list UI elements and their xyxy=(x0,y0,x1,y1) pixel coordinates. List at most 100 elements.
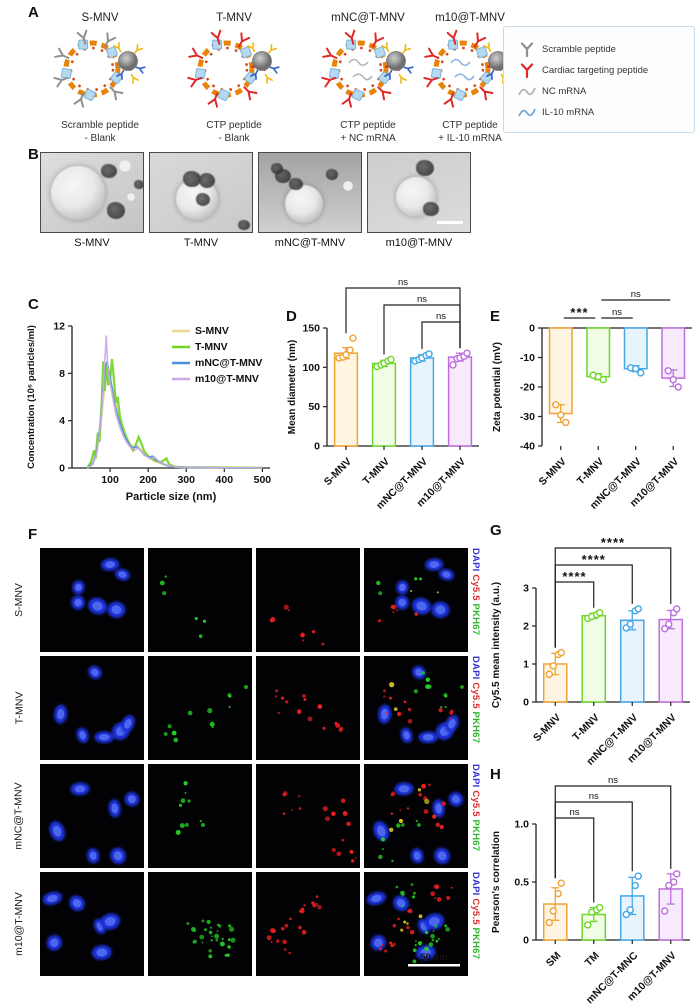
panel-a-legend: Scramble peptide Cardiac targeting peptid… xyxy=(503,26,695,133)
data-point xyxy=(664,367,672,375)
category-label: SM xyxy=(544,949,564,969)
category-label: S-MNV xyxy=(531,712,563,744)
channel-label-PKH67: PKH67 xyxy=(470,927,481,960)
vesicle-figure-S-MNV: S-MNV Scramble peptide - Blank xyxy=(38,12,162,145)
data-point xyxy=(552,400,560,409)
svg-text:100: 100 xyxy=(302,362,320,374)
data-point xyxy=(665,620,673,628)
legend-item: Scramble peptide xyxy=(518,39,694,60)
protein-ball xyxy=(252,51,272,71)
svg-text:Mean diameter (nm): Mean diameter (nm) xyxy=(287,340,298,434)
tem-blob xyxy=(101,163,118,179)
panel-e-label: E xyxy=(490,308,501,325)
channel-label-Cy5.5: Cy5.5 xyxy=(470,574,481,601)
panel-g-label: G xyxy=(490,522,502,539)
svg-text:8: 8 xyxy=(59,368,65,380)
tem-blob xyxy=(133,179,143,189)
category-label: TM xyxy=(583,949,602,968)
svg-text:0: 0 xyxy=(59,463,65,475)
legend-item: Cardiac targeting peptide xyxy=(518,60,694,81)
svg-text:Concentration (10⁶ particles/m: Concentration (10⁶ particles/ml) xyxy=(26,325,37,469)
panel-b-label: B xyxy=(28,146,39,163)
vesicle-figure-m10@T-MNV: m10@T-MNV CTP peptide + IL-10 mRNA xyxy=(408,12,532,145)
data-point xyxy=(631,881,639,890)
svg-text:-20: -20 xyxy=(520,382,535,394)
f-cell-T-MNV-3 xyxy=(364,656,468,760)
particle-size-chart: 0 4 8 12 100 200 300 400 500 Particle size (nm) Co… xyxy=(26,321,271,504)
svg-text:Pearson's correlation: Pearson's correlation xyxy=(491,831,502,933)
svg-text:1.0: 1.0 xyxy=(514,819,529,831)
svg-text:2: 2 xyxy=(523,621,529,633)
f-cell-m10@T-MNV-3: 50 μm xyxy=(364,872,468,976)
significance-label: *** xyxy=(570,305,588,320)
data-point xyxy=(670,878,678,886)
panel-a-label: A xyxy=(28,4,39,21)
data-point xyxy=(661,907,669,915)
bar-mNC@T-MNV xyxy=(409,357,435,447)
tem-image-T-MNV xyxy=(149,152,253,233)
vesicle-caption: CTP peptide + NC mRNA xyxy=(340,120,396,144)
f-cell-S-MNV-1 xyxy=(148,548,252,652)
panel-f-label: F xyxy=(28,526,38,543)
bar-T-MNV xyxy=(586,327,611,378)
scale-bar-label: 50 μm xyxy=(420,952,447,963)
f-cell-S-MNV-2 xyxy=(256,548,360,652)
data-point xyxy=(622,910,630,919)
svg-text:0: 0 xyxy=(523,935,529,947)
tem-blob xyxy=(182,170,201,188)
svg-text:-40: -40 xyxy=(520,441,535,453)
vesicle-title: m10@T-MNV xyxy=(435,12,505,24)
svg-text:150: 150 xyxy=(302,323,320,335)
bar-S-MNV xyxy=(548,327,573,415)
svg-text:1: 1 xyxy=(523,659,529,671)
svg-text:50: 50 xyxy=(308,401,320,413)
protein-ball xyxy=(386,51,406,71)
vesicle-title: S-MNV xyxy=(81,12,119,24)
channel-label-PKH67: PKH67 xyxy=(470,603,481,636)
svg-text:0: 0 xyxy=(529,323,535,335)
svg-text:0: 0 xyxy=(523,697,529,709)
data-point xyxy=(669,375,677,384)
svg-text:-10: -10 xyxy=(520,352,535,364)
data-point xyxy=(584,921,592,929)
scale-bar xyxy=(437,221,463,224)
y-antibody-icon xyxy=(520,62,534,78)
bar-S-MNV xyxy=(333,352,359,447)
significance-label: ns xyxy=(417,294,427,305)
cy55-intensity-chart: 0 1 2 3 Cy5.5 mean intensity (a.u.) S-MNV T-MN… xyxy=(491,535,690,768)
data-point xyxy=(342,351,350,359)
tem-image-m10@T-MNV xyxy=(367,152,471,233)
data-point xyxy=(545,670,553,678)
data-point xyxy=(557,879,565,887)
vesicle-schematic xyxy=(321,29,414,108)
category-label: S-MNV xyxy=(536,456,568,488)
significance-label: **** xyxy=(601,535,625,550)
tem-dot xyxy=(342,181,353,192)
bar-T-MNV xyxy=(581,614,607,703)
svg-text:0.5: 0.5 xyxy=(514,877,529,889)
vesicle-title: mNC@T-MNV xyxy=(331,12,405,24)
data-point xyxy=(425,350,433,358)
svg-text:Particle size (nm): Particle size (nm) xyxy=(126,491,217,503)
panel-h-label: H xyxy=(490,766,501,783)
svg-text:400: 400 xyxy=(216,474,234,486)
channel-label-DAPI: DAPI xyxy=(470,656,481,680)
tem-ves xyxy=(284,184,323,223)
y-antibody-icon xyxy=(520,41,534,57)
data-point xyxy=(674,383,682,391)
f-row-label: mNC@T-MNV xyxy=(13,782,25,850)
f-channel-labels: DAPI Cy5.5 PKH67 xyxy=(470,764,485,904)
vesicle-figure-mNC@T-MNV: mNC@T-MNV CTP peptide + NC mRNA xyxy=(306,12,430,145)
data-point xyxy=(596,608,604,617)
svg-text:3: 3 xyxy=(523,583,529,595)
data-point xyxy=(557,648,565,657)
legend-item: NC mRNA xyxy=(518,81,694,102)
svg-text:300: 300 xyxy=(177,474,195,486)
squiggle-icon xyxy=(518,87,536,95)
f-row-label: m10@T-MNV xyxy=(13,892,25,956)
tem-ves xyxy=(50,165,105,220)
vesicle-schematic xyxy=(53,29,146,108)
tem-label: S-MNV xyxy=(74,237,110,249)
data-point xyxy=(557,411,565,419)
data-point xyxy=(349,334,357,342)
